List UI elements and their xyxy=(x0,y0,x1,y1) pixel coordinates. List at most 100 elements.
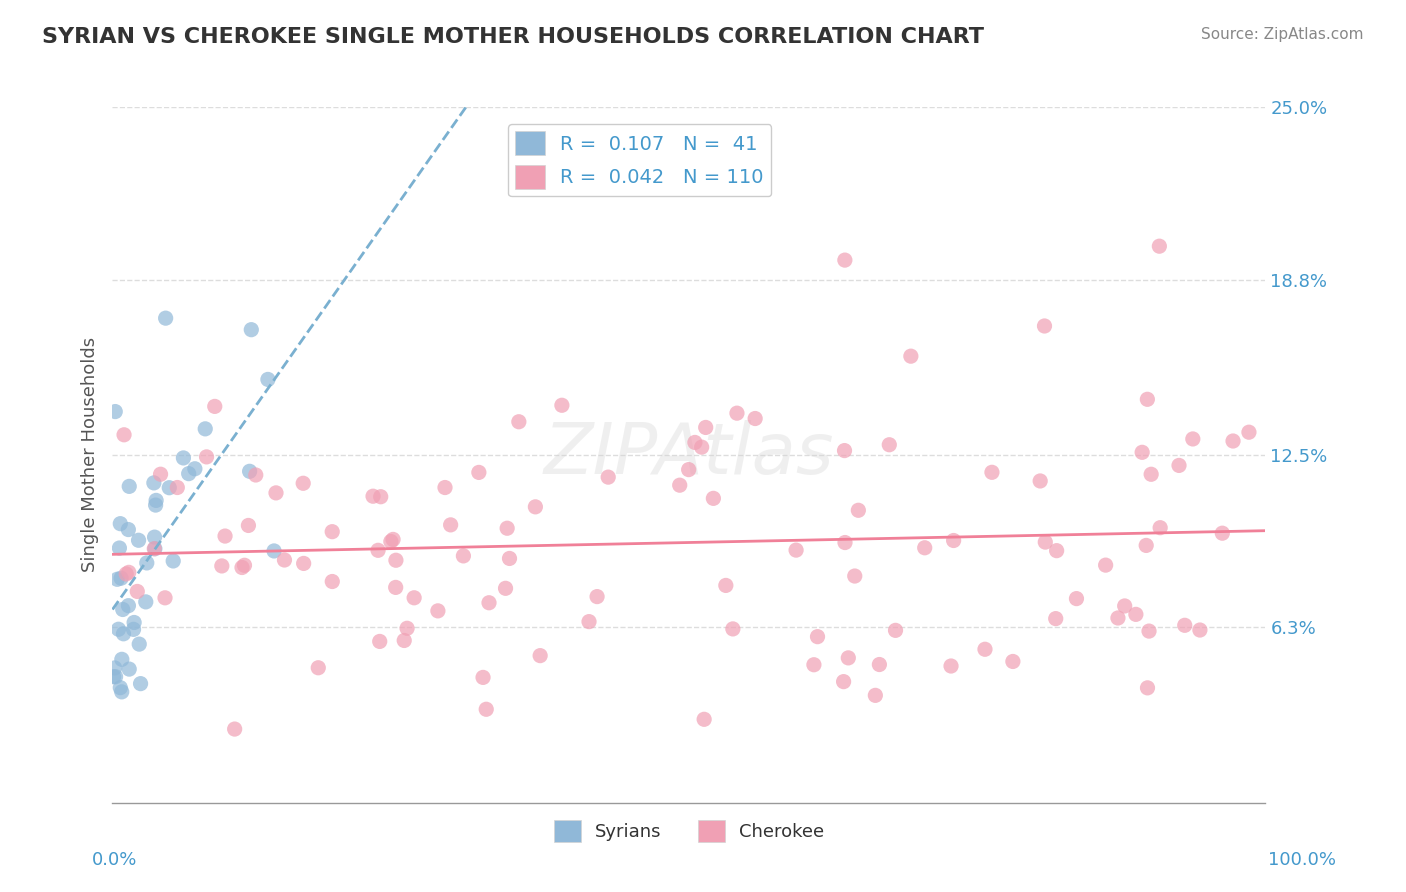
Point xyxy=(1174,618,1197,632)
Point xyxy=(392,633,415,648)
Point xyxy=(104,404,127,418)
Point xyxy=(981,466,1004,480)
Point xyxy=(127,584,149,599)
Point xyxy=(900,349,922,363)
Point xyxy=(129,676,152,690)
Point xyxy=(846,503,869,517)
Point xyxy=(834,535,856,549)
Point xyxy=(112,427,135,442)
Point xyxy=(157,481,180,495)
Point xyxy=(475,702,498,716)
Text: 0.0%: 0.0% xyxy=(91,851,136,869)
Point xyxy=(307,661,329,675)
Point xyxy=(107,622,129,636)
Point xyxy=(744,411,766,425)
Point xyxy=(1181,432,1204,446)
Point xyxy=(145,493,167,508)
Point xyxy=(785,543,807,558)
Point xyxy=(172,450,194,465)
Point xyxy=(382,533,405,547)
Point xyxy=(118,662,141,676)
Point xyxy=(834,253,856,268)
Point xyxy=(1135,538,1157,552)
Point xyxy=(1114,599,1136,613)
Point xyxy=(1045,612,1067,626)
Point xyxy=(496,521,519,535)
Point xyxy=(1188,623,1211,637)
Point xyxy=(145,498,167,512)
Point xyxy=(240,323,263,337)
Point xyxy=(1033,318,1056,333)
Point xyxy=(110,571,132,585)
Point xyxy=(440,517,463,532)
Point xyxy=(153,591,176,605)
Point xyxy=(155,311,177,326)
Point xyxy=(273,553,295,567)
Point xyxy=(105,572,128,586)
Point xyxy=(1136,392,1159,407)
Point xyxy=(149,467,172,482)
Point xyxy=(231,560,253,574)
Point xyxy=(184,462,207,476)
Point xyxy=(1136,681,1159,695)
Point xyxy=(143,530,166,544)
Point xyxy=(118,566,141,580)
Point xyxy=(468,466,491,480)
Point xyxy=(224,722,246,736)
Point xyxy=(118,479,141,493)
Point xyxy=(1001,655,1024,669)
Point xyxy=(939,659,962,673)
Point xyxy=(498,551,520,566)
Point xyxy=(690,440,713,454)
Point xyxy=(239,464,262,478)
Point xyxy=(177,467,200,481)
Point xyxy=(478,596,501,610)
Point xyxy=(111,652,134,666)
Point xyxy=(877,438,900,452)
Point xyxy=(668,478,690,492)
Point xyxy=(380,534,402,549)
Point xyxy=(104,661,127,675)
Point xyxy=(128,533,150,548)
Point xyxy=(508,415,530,429)
Point xyxy=(844,569,866,583)
Point xyxy=(1130,445,1153,459)
Point xyxy=(942,533,965,548)
Point xyxy=(1137,624,1160,639)
Point xyxy=(162,554,184,568)
Point xyxy=(385,553,408,567)
Point xyxy=(292,476,315,491)
Point xyxy=(117,599,139,613)
Point xyxy=(714,578,737,592)
Point xyxy=(143,541,166,556)
Point xyxy=(321,574,343,589)
Point xyxy=(803,657,825,672)
Point xyxy=(1168,458,1191,473)
Point xyxy=(695,420,717,434)
Point xyxy=(551,398,574,412)
Point xyxy=(702,491,724,506)
Text: Source: ZipAtlas.com: Source: ZipAtlas.com xyxy=(1201,27,1364,42)
Point xyxy=(678,462,700,476)
Point xyxy=(370,490,392,504)
Point xyxy=(263,544,285,558)
Point xyxy=(115,566,138,581)
Point xyxy=(683,435,706,450)
Point xyxy=(233,558,256,573)
Point xyxy=(1029,474,1052,488)
Point xyxy=(472,670,495,684)
Point xyxy=(884,624,907,638)
Point xyxy=(1125,607,1147,622)
Point xyxy=(834,443,856,458)
Y-axis label: Single Mother Households: Single Mother Households xyxy=(80,337,98,573)
Point xyxy=(166,481,188,495)
Point xyxy=(865,689,887,703)
Point xyxy=(495,582,517,596)
Point xyxy=(361,489,384,503)
Point xyxy=(108,541,131,555)
Point xyxy=(214,529,236,543)
Point xyxy=(914,541,936,555)
Point xyxy=(868,657,890,672)
Point xyxy=(404,591,426,605)
Point xyxy=(598,470,620,484)
